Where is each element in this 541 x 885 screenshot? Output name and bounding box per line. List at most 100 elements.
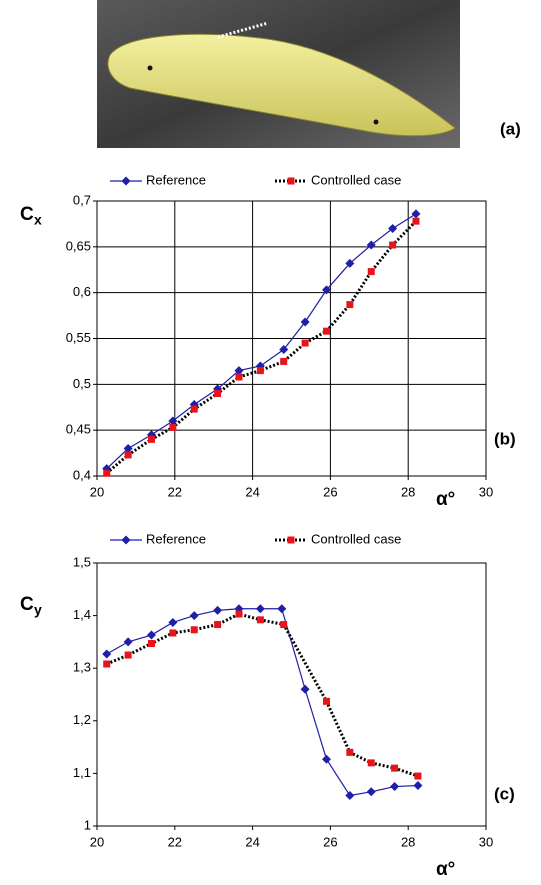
x-tick-label: 24	[245, 834, 259, 849]
series-line	[106, 612, 419, 778]
point-marker	[147, 639, 155, 647]
point-marker	[279, 345, 289, 354]
point-marker	[301, 339, 309, 347]
point-marker	[168, 416, 178, 426]
point-marker	[234, 366, 244, 376]
point-marker	[346, 301, 354, 309]
point-marker	[322, 754, 332, 764]
x-tick-label: 28	[401, 484, 415, 499]
pressure-tap	[373, 119, 379, 125]
y-axis-label-sub: x	[34, 212, 42, 228]
point-marker	[235, 610, 243, 618]
point-marker	[414, 772, 422, 780]
actuator-strip	[217, 21, 269, 39]
point-marker	[300, 317, 310, 327]
legend-label: Reference	[146, 531, 206, 546]
y-tick-label: 0,55	[66, 330, 91, 345]
y-tick-label: 1,5	[73, 554, 91, 569]
point-marker	[256, 367, 264, 375]
point-marker	[103, 469, 111, 477]
point-marker	[146, 630, 156, 640]
y-axis-label: C	[20, 594, 34, 615]
point-marker	[413, 780, 423, 790]
point-marker	[190, 405, 198, 413]
point-marker	[367, 268, 375, 276]
point-marker	[390, 782, 400, 792]
point-marker	[102, 649, 112, 659]
point-marker	[169, 423, 177, 431]
plot-area	[96, 562, 487, 827]
legend-marker	[287, 177, 295, 185]
point-marker	[388, 224, 398, 233]
point-marker	[255, 604, 265, 614]
point-marker	[123, 444, 133, 453]
point-marker	[123, 637, 133, 647]
point-marker	[389, 241, 397, 249]
point-marker	[124, 451, 132, 459]
point-marker	[280, 357, 288, 365]
x-tick-label: 26	[323, 834, 337, 849]
point-marker	[346, 748, 354, 756]
legend-marker	[121, 176, 131, 186]
panel-label: (b)	[494, 429, 516, 448]
legend-marker	[287, 536, 295, 544]
point-marker	[345, 258, 355, 268]
legend-label: Controlled case	[311, 531, 401, 546]
y-axis-label: C	[20, 204, 34, 225]
series-line	[105, 220, 418, 475]
point-marker	[367, 759, 375, 767]
point-marker	[189, 611, 199, 621]
point-marker	[169, 629, 177, 637]
y-tick-label: 1,2	[73, 712, 91, 727]
point-marker	[256, 616, 264, 624]
point-marker	[277, 604, 287, 614]
y-tick-label: 1,1	[73, 765, 91, 780]
x-tick-label: 28	[401, 834, 415, 849]
x-axis-label: α°	[436, 489, 455, 510]
y-tick-label: 1	[84, 817, 91, 832]
point-marker	[322, 285, 332, 295]
point-marker	[213, 605, 223, 615]
y-tick-label: 1,4	[73, 607, 91, 622]
point-marker	[366, 240, 376, 250]
x-tick-label: 30	[479, 484, 493, 499]
legend-label: Reference	[146, 172, 206, 187]
point-marker	[190, 626, 198, 634]
point-marker	[323, 327, 331, 335]
point-marker	[103, 660, 111, 668]
x-tick-label: 22	[168, 484, 182, 499]
point-marker	[411, 209, 421, 219]
y-axis-label-sub: y	[34, 602, 42, 618]
legend-label: Controlled case	[311, 172, 401, 187]
x-tick-label: 26	[323, 484, 337, 499]
y-tick-label: 0,7	[73, 192, 91, 207]
point-marker	[323, 697, 331, 705]
point-marker	[214, 621, 222, 629]
point-marker	[366, 787, 376, 797]
panel-label: (a)	[500, 119, 521, 138]
point-marker	[168, 617, 178, 627]
panel-label: (c)	[494, 784, 515, 803]
y-tick-label: 0,65	[66, 238, 91, 253]
pressure-tap	[147, 65, 153, 71]
y-tick-label: 0,5	[73, 376, 91, 391]
point-marker	[300, 684, 310, 694]
point-marker	[391, 764, 399, 772]
x-tick-label: 30	[479, 834, 493, 849]
x-tick-label: 24	[245, 484, 259, 499]
point-marker	[214, 390, 222, 397]
x-tick-label: 22	[168, 834, 182, 849]
point-marker	[147, 435, 155, 443]
point-marker	[280, 621, 288, 629]
y-tick-label: 0,4	[73, 467, 91, 482]
photo	[97, 0, 460, 148]
y-tick-label: 1,3	[73, 660, 91, 675]
x-tick-label: 20	[90, 484, 104, 499]
x-axis-label: α°	[436, 859, 455, 880]
point-marker	[345, 790, 355, 800]
y-tick-label: 0,45	[66, 422, 91, 437]
point-marker	[412, 217, 420, 225]
y-tick-label: 0,6	[73, 284, 91, 299]
